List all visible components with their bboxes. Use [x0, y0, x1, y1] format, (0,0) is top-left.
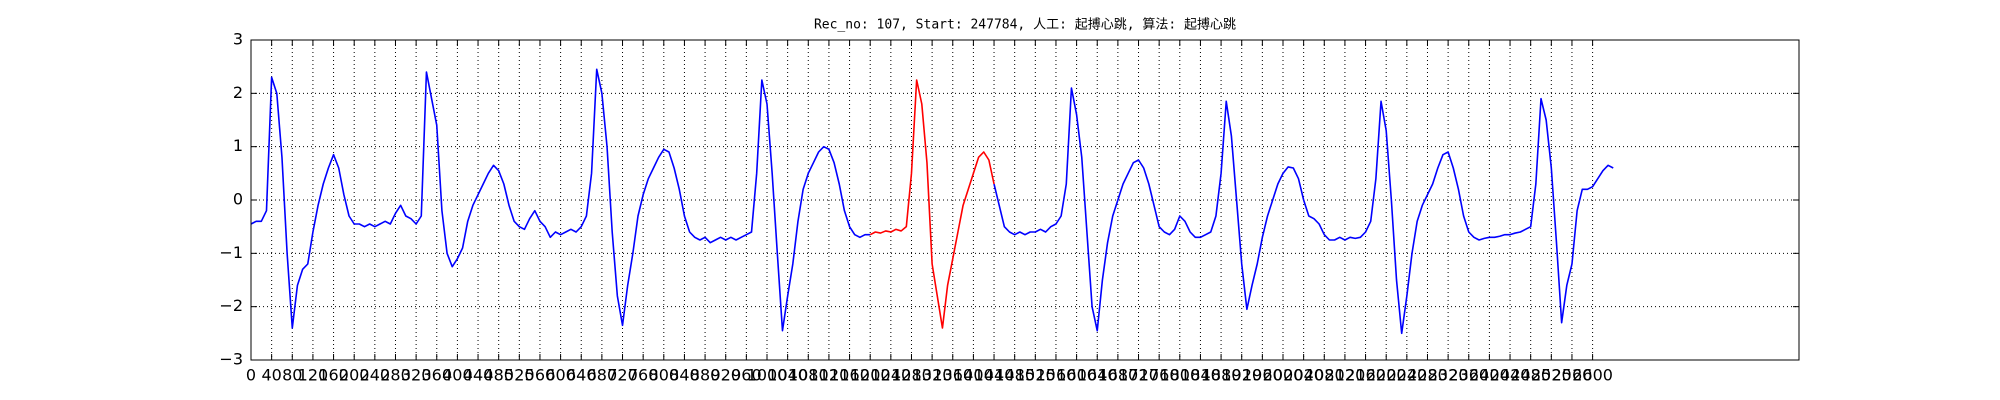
- x-tick-label: 1120: [809, 366, 850, 385]
- x-tick-label: 640: [566, 366, 597, 385]
- y-tick-label: 3: [233, 30, 243, 49]
- x-tick-label: 2280: [1407, 366, 1448, 385]
- x-tick-label: 200: [339, 366, 370, 385]
- x-tick-label: 1800: [1159, 366, 1200, 385]
- x-tick-label: 1400: [953, 366, 994, 385]
- x-tick-label: 1600: [1056, 366, 1097, 385]
- x-tick-label: 1720: [1118, 366, 1159, 385]
- y-tick-label: 2: [233, 83, 243, 102]
- x-tick-label: 920: [710, 366, 741, 385]
- x-tick-label: 80: [282, 366, 302, 385]
- x-tick-label: 2520: [1531, 366, 1572, 385]
- x-tick-label: 2000: [1263, 366, 1304, 385]
- x-tick-label: 1080: [788, 366, 829, 385]
- x-tick-label: 600: [545, 366, 576, 385]
- x-tick-label: 1440: [974, 366, 1015, 385]
- x-tick-label: 40: [261, 366, 281, 385]
- x-tick-label: 720: [607, 366, 638, 385]
- x-tick-label: 1200: [850, 366, 891, 385]
- y-tick-label: −2: [219, 296, 243, 315]
- x-tick-label: 440: [463, 366, 494, 385]
- x-tick-label: 1480: [994, 366, 1035, 385]
- x-tick-label: 1680: [1098, 366, 1139, 385]
- x-tick-label: 1520: [1015, 366, 1056, 385]
- chart-title: Rec_no: 107, Start: 247784, 人工: 起搏心跳, 算法…: [814, 17, 1236, 33]
- x-tick-label: 1760: [1139, 366, 1180, 385]
- x-tick-label: 1040: [767, 366, 808, 385]
- y-tick-label: −3: [219, 350, 243, 369]
- x-tick-label: 2080: [1304, 366, 1345, 385]
- x-tick-label: 1960: [1242, 366, 1283, 385]
- x-tick-label: 1640: [1077, 366, 1118, 385]
- x-tick-label: 320: [401, 366, 432, 385]
- x-tick-label: 1160: [829, 366, 870, 385]
- x-tick-label: 1360: [932, 366, 973, 385]
- x-tick-label: 840: [669, 366, 700, 385]
- x-tick-label: 400: [442, 366, 473, 385]
- plot-frame: [250, 39, 1800, 361]
- x-tick-label: 0: [246, 366, 256, 385]
- x-tick-label: 680: [587, 366, 618, 385]
- x-tick-label: 120: [298, 366, 329, 385]
- x-tick-label: 2600: [1572, 366, 1613, 385]
- x-tick-label: 760: [628, 366, 659, 385]
- x-tick-label: 2480: [1510, 366, 1551, 385]
- x-tick-label: 240: [360, 366, 391, 385]
- x-tick-label: 800: [649, 366, 680, 385]
- x-tick-label: 2240: [1386, 366, 1427, 385]
- x-tick-label: 2360: [1448, 366, 1489, 385]
- y-tick-label: 1: [233, 136, 243, 155]
- y-tick-label: 0: [233, 190, 243, 209]
- x-tick-label: 280: [380, 366, 411, 385]
- x-tick-label: 480: [483, 366, 514, 385]
- x-tick-label: 960: [731, 366, 762, 385]
- x-tick-label: 2400: [1469, 366, 1510, 385]
- x-tick-label: 2320: [1428, 366, 1469, 385]
- y-tick-label: −1: [219, 243, 243, 262]
- x-tick-label: 160: [318, 366, 349, 385]
- ecg-line: [250, 68, 1614, 335]
- x-tick-label: 1000: [747, 366, 788, 385]
- x-tick-label: 1920: [1221, 366, 1262, 385]
- x-tick-label: 2560: [1552, 366, 1593, 385]
- x-tick-label: 360: [421, 366, 452, 385]
- x-tick-label: 1240: [870, 366, 911, 385]
- x-tick-label: 880: [690, 366, 721, 385]
- ecg-line: [869, 79, 995, 329]
- x-tick-label: 560: [525, 366, 556, 385]
- x-tick-label: 520: [504, 366, 535, 385]
- x-tick-label: 1320: [912, 366, 953, 385]
- x-tick-label: 1880: [1201, 366, 1242, 385]
- x-tick-label: 1560: [1036, 366, 1077, 385]
- x-tick-label: 2040: [1283, 366, 1324, 385]
- x-tick-label: 2120: [1325, 366, 1366, 385]
- x-tick-label: 2200: [1366, 366, 1407, 385]
- x-tick-label: 2440: [1490, 366, 1531, 385]
- x-tick-label: 1840: [1180, 366, 1221, 385]
- x-tick-label: 1280: [891, 366, 932, 385]
- x-tick-label: 2160: [1345, 366, 1386, 385]
